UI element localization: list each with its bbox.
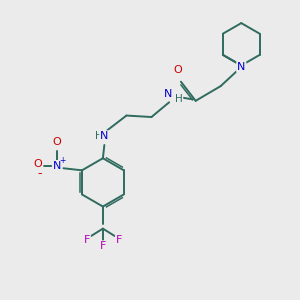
Text: H: H xyxy=(175,94,182,104)
Text: F: F xyxy=(100,241,106,251)
Text: H: H xyxy=(95,131,103,141)
Text: O: O xyxy=(33,159,42,170)
Text: F: F xyxy=(116,236,122,245)
Text: N: N xyxy=(164,89,173,99)
Text: N: N xyxy=(100,131,109,141)
Text: F: F xyxy=(83,236,90,245)
Text: N: N xyxy=(237,62,245,72)
Text: O: O xyxy=(52,137,61,147)
Text: N: N xyxy=(53,161,61,171)
Text: -: - xyxy=(37,167,41,180)
Text: +: + xyxy=(59,156,65,165)
Text: O: O xyxy=(174,65,182,75)
